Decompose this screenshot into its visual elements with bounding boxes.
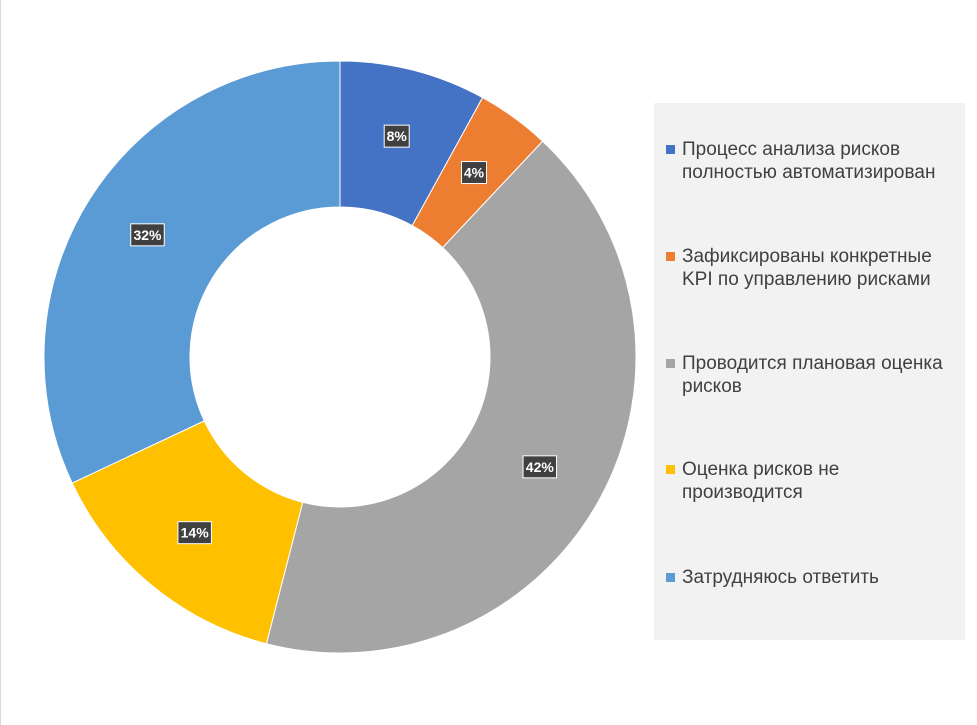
legend-item-kpi: Зафиксированы конкретные KPI по управлен… [664, 245, 960, 291]
data-label-text: 4% [464, 165, 485, 181]
legend-item-not-performed: Оценка рисков не производится [664, 458, 960, 504]
data-label-1: 4% [461, 161, 488, 185]
donut-slice-4 [43, 60, 341, 484]
data-label-2: 42% [522, 455, 558, 479]
legend-item-automated: Процесс анализа рисков полностью автомат… [664, 138, 960, 184]
data-label-box [177, 521, 212, 545]
donut-slices [43, 60, 637, 654]
legend-swatch [666, 252, 675, 261]
data-label-text: 42% [526, 459, 555, 475]
legend-swatch [666, 359, 675, 368]
legend-label: Оценка рисков не производится [682, 459, 840, 503]
data-label-box [461, 161, 488, 185]
data-label-box [130, 223, 165, 247]
legend-label: Процесс анализа рисков полностью автомат… [682, 139, 936, 183]
data-label-0: 8% [383, 124, 410, 148]
data-label-4: 32% [130, 223, 165, 247]
legend-label: Проводится плановая оценка рисков [682, 353, 943, 397]
legend-swatch [666, 465, 675, 474]
legend-label: Зафиксированы конкретные KPI по управлен… [682, 246, 932, 290]
data-label-3: 14% [177, 521, 212, 545]
chart-legend: Процесс анализа рисков полностью автомат… [654, 103, 965, 640]
data-label-box [522, 455, 558, 479]
left-border-line [0, 0, 1, 725]
donut-slice-2 [265, 140, 637, 654]
data-label-text: 32% [133, 227, 162, 243]
data-labels: 8% 4% 42% 14% 32% [130, 124, 558, 545]
data-label-box [383, 124, 410, 148]
data-label-text: 14% [181, 525, 210, 541]
legend-swatch [666, 573, 675, 582]
legend-item-planned: Проводится плановая оценка рисков [664, 352, 960, 398]
legend-item-hard-to-say: Затрудняюсь ответить [664, 566, 960, 589]
legend-swatch [666, 145, 675, 154]
data-label-text: 8% [387, 128, 408, 144]
legend-label: Затрудняюсь ответить [682, 567, 879, 588]
